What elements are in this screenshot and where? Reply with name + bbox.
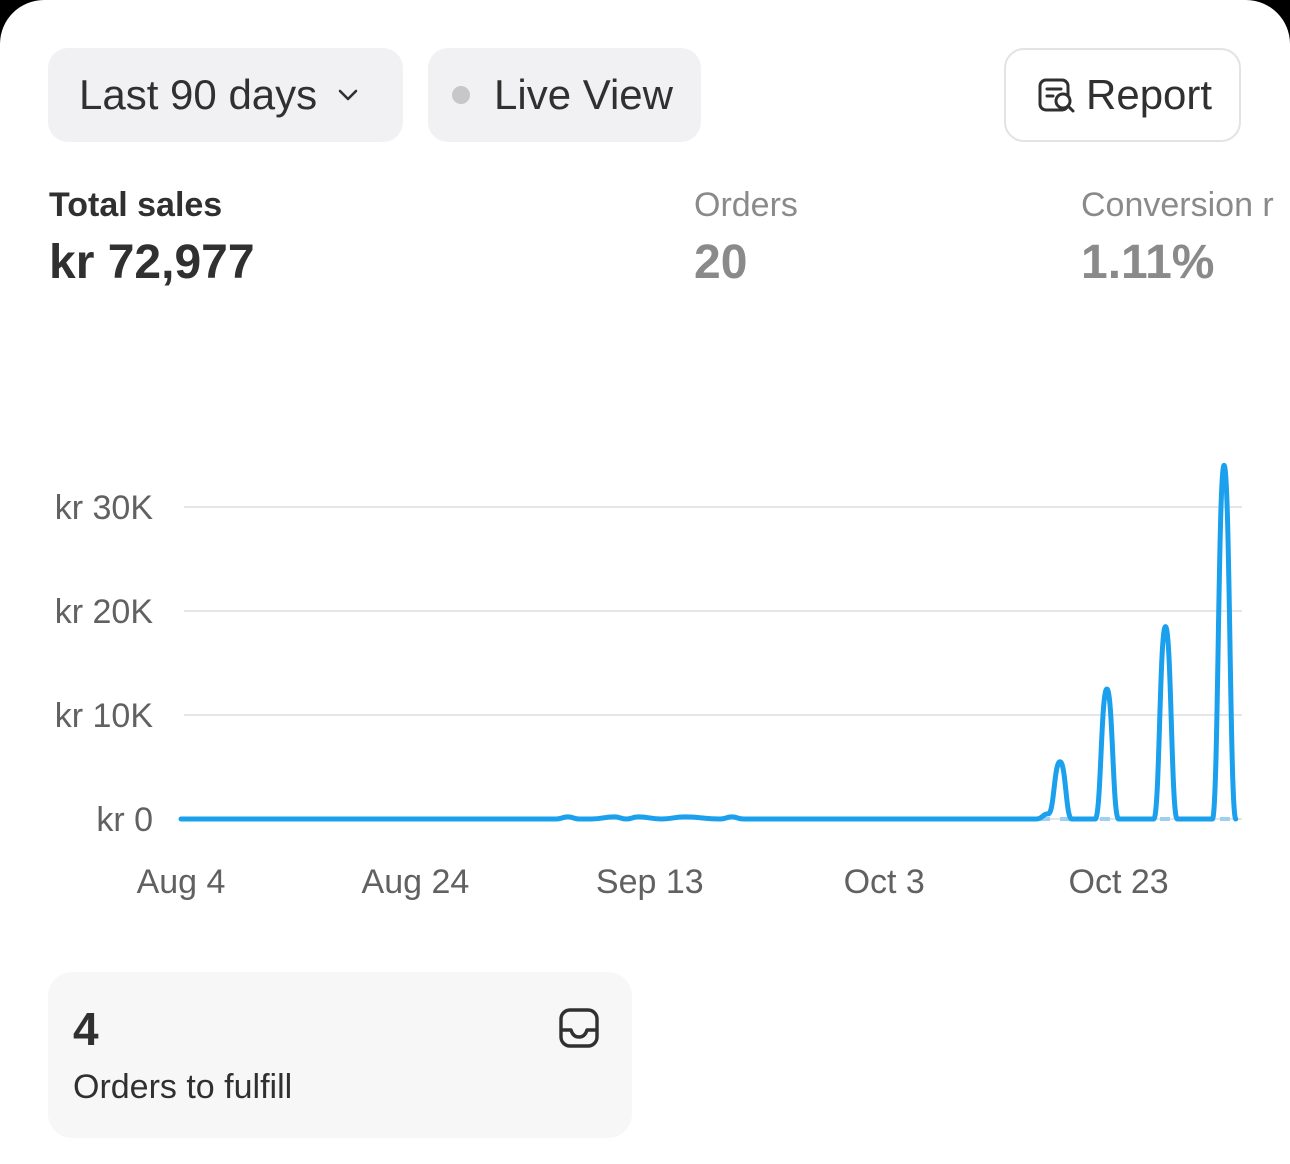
y-tick-label: kr 20K — [55, 593, 154, 631]
x-tick-label: Oct 3 — [844, 863, 925, 901]
y-tick-label: kr 30K — [55, 489, 154, 527]
orders-to-fulfill-count: 4 — [73, 1003, 99, 1055]
chevron-down-icon — [338, 89, 358, 101]
x-tick-label: Aug 4 — [137, 863, 226, 901]
metric-label: Total sales — [49, 186, 223, 224]
y-tick-label: kr 0 — [96, 801, 153, 839]
metric-label: Orders — [694, 186, 798, 224]
report-button[interactable]: Report — [1004, 48, 1241, 142]
metric-value: 20 — [694, 236, 748, 289]
x-tick-label: Oct 23 — [1069, 863, 1169, 901]
live-view-label: Live View — [494, 71, 673, 118]
orders-to-fulfill-card[interactable]: 4 Orders to fulfill — [48, 972, 632, 1138]
x-tick-label: Aug 24 — [362, 863, 470, 901]
metric-label: Conversion r — [1081, 186, 1274, 224]
report-label: Report — [1086, 71, 1213, 118]
date-range-label: Last 90 days — [79, 71, 318, 118]
metric-value: 1.11% — [1081, 236, 1215, 289]
report-search-icon — [1038, 78, 1075, 113]
metric-conversion-rate[interactable]: Conversion r 1.11% — [1081, 185, 1290, 291]
y-tick-label: kr 10K — [55, 697, 154, 735]
x-tick-label: Sep 13 — [596, 863, 704, 901]
live-view-button[interactable]: Live View — [428, 48, 701, 142]
sales-series-line — [178, 462, 1239, 822]
live-status-dot-icon — [452, 86, 470, 104]
metric-orders[interactable]: Orders 20 — [694, 185, 798, 291]
orders-to-fulfill-label: Orders to fulfill — [73, 1068, 293, 1106]
metric-value: kr 72,977 — [49, 236, 255, 289]
date-range-dropdown[interactable]: Last 90 days — [48, 48, 403, 142]
inbox-icon — [559, 1008, 599, 1048]
sales-line-chart: kr 0 kr 10K kr 20K kr 30K Aug 4 Aug 24 Sep 13 O… — [55, 462, 1242, 901]
metric-total-sales[interactable]: Total sales kr 72,977 — [49, 185, 255, 291]
